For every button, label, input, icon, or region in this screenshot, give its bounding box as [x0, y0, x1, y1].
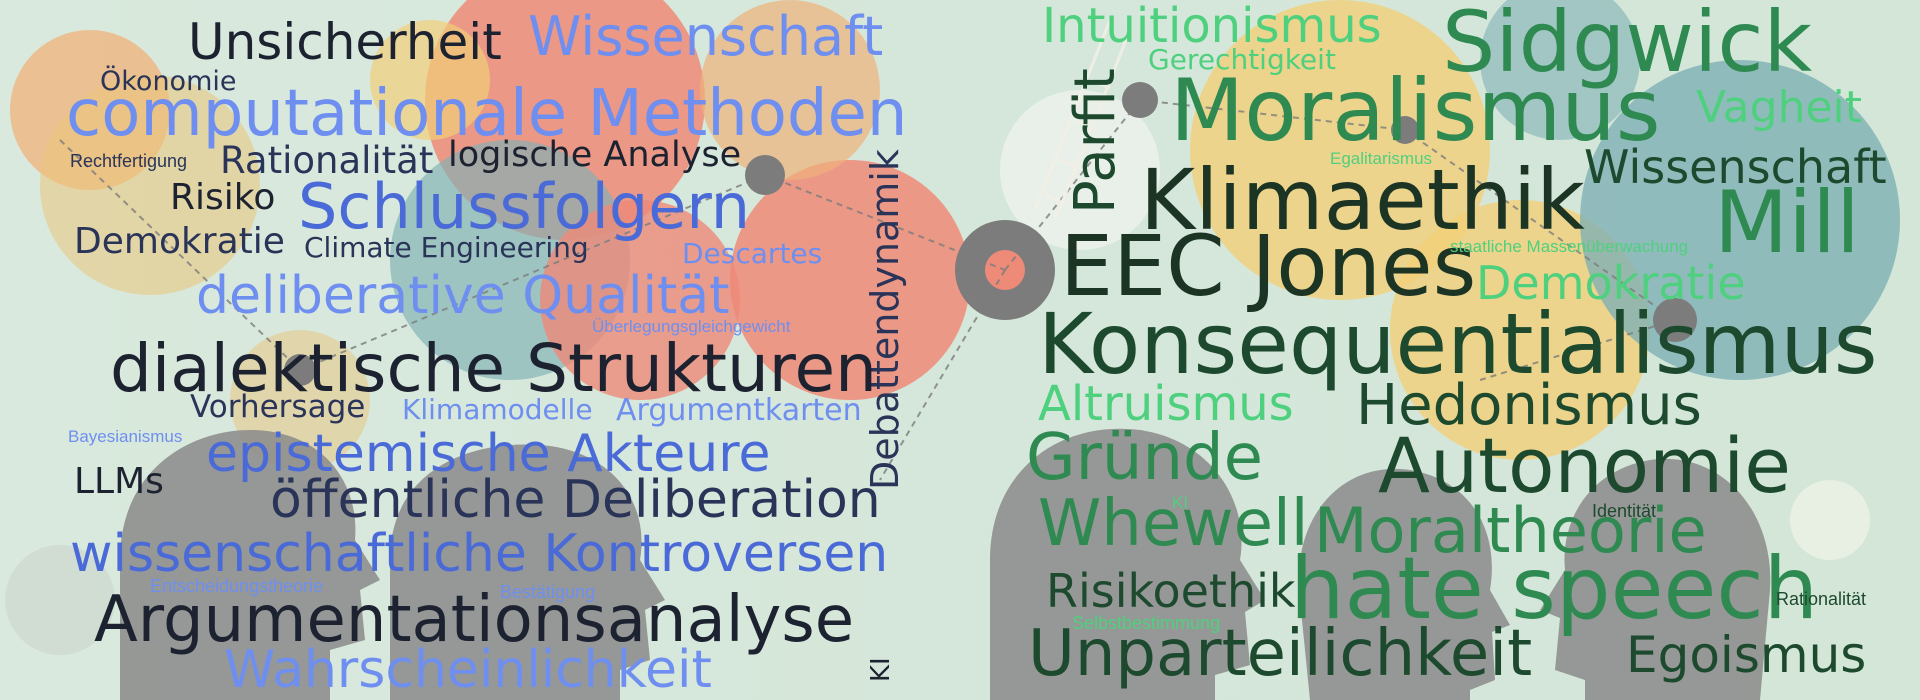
word-deliberative-qualitaet: deliberative Qualität [196, 266, 730, 326]
word-intuitionismus: Intuitionismus [1042, 0, 1382, 54]
gear-icon [540, 200, 740, 400]
head-silhouette-icon [1540, 458, 1771, 700]
word-ki-right: KI [1172, 493, 1189, 512]
word-ueberlegungsgleichgewicht: Überlegungsgleichgewicht [592, 317, 791, 336]
word-vagheit: Vagheit [1696, 82, 1863, 133]
word-sidgwick: Sidgwick [1442, 0, 1813, 91]
word-bestaetigung: Bestätigung [500, 582, 596, 602]
word-whewell: Whewell [1038, 487, 1309, 561]
gear-icon [40, 75, 260, 295]
word-parfit: Parfit [1063, 68, 1128, 214]
word-argumentationsanalyse: Argumentationsanalyse [94, 583, 855, 657]
head-silhouette-icon [390, 444, 665, 700]
gear-icon [1000, 90, 1160, 250]
gear-icon [1190, 0, 1490, 300]
word-staatliche-massenueberwachung: staatliche Massenüberwachung [1450, 237, 1689, 256]
word-wissenschaft-right: Wissenschaft [1584, 140, 1887, 194]
word-gruende: Gründe [1026, 421, 1264, 495]
head-silhouette-icon [990, 428, 1265, 700]
word-egoismus: Egoismus [1626, 626, 1867, 684]
word-hate-speech: hate speech [1290, 539, 1819, 639]
word-gerechtigkeit: Gerechtigkeit [1148, 43, 1336, 76]
word-mill: Mill [1714, 173, 1860, 273]
word-altruismus: Altruismus [1038, 376, 1294, 432]
word-oeffentliche-deliberation: öffentliche Deliberation [270, 470, 881, 530]
word-descartes: Descartes [682, 237, 823, 270]
word-demokratie-right: Demokratie [1476, 256, 1746, 310]
gear-icon [1480, 0, 1640, 140]
gear-icon [1790, 480, 1870, 560]
word-selbstbestimmung: Selbstbestimmung [1072, 613, 1221, 633]
gear-icon [730, 160, 970, 400]
word-logische-analyse: logische Analyse [448, 135, 742, 175]
word-rationalitaet: Rationalität [220, 139, 434, 182]
word-dialektische-strukturen: dialektische Strukturen [110, 330, 877, 407]
gear-icon [700, 0, 880, 180]
word-oekonomie: Ökonomie [100, 66, 237, 97]
word-rationalitaet-right: Rationalität [1776, 589, 1867, 609]
word-computationale-methoden: computationale Methoden [66, 77, 908, 151]
ladder-icon [1033, 19, 1132, 221]
word-llms: LLMs [74, 461, 164, 502]
word-demokratie-left: Demokratie [74, 221, 285, 262]
gear-icon [5, 545, 115, 655]
word-argumentkarten: Argumentkarten [616, 393, 862, 428]
word-vorhersage: Vorhersage [190, 389, 366, 425]
word-autonomie: Autonomie [1378, 421, 1792, 510]
word-moraltheorie: Moraltheorie [1314, 494, 1707, 567]
word-epistemische-akteure: epistemische Akteure [206, 424, 771, 484]
word-eec-jones: EEC Jones [1060, 217, 1477, 315]
word-unsicherheit: Unsicherheit [188, 13, 502, 71]
word-risiko: Risiko [170, 177, 276, 218]
head-silhouette-icon [1298, 468, 1510, 700]
word-klimamodelle: Klimamodelle [402, 393, 593, 426]
word-hedonismus: Hedonismus [1356, 373, 1702, 438]
word-debattendynamik: Debattendynamik [863, 149, 907, 490]
gear-icon [1580, 60, 1900, 380]
word-rechtfertigung: Rechtfertigung [70, 151, 188, 171]
word-entscheidungstheorie: Entscheidungstheorie [150, 576, 324, 596]
word-wissenschaft: Wissenschaft [528, 5, 884, 68]
word-konsequentialismus: Konsequentialismus [1038, 295, 1878, 393]
word-moralismus: Moralismus [1170, 61, 1661, 161]
word-bayesianismus: Bayesianismus [68, 427, 183, 446]
gear-icon [370, 20, 490, 140]
word-identitaet: Identität [1592, 501, 1657, 521]
head-silhouette-icon [120, 430, 380, 700]
word-risikoethik: Risikoethik [1046, 564, 1296, 618]
word-unparteilichkeit: Unparteilichkeit [1028, 617, 1533, 691]
word-egalitarismus: Egalitarismus [1330, 149, 1433, 168]
word-climate-engineering: Climate Engineering [304, 231, 589, 264]
word-ki-left: KI [866, 657, 896, 682]
gear-icon [1390, 200, 1650, 460]
word-wissenschaftliche-kontroversen: wissenschaftliche Kontroversen [70, 524, 889, 584]
word-schlussfolgern: Schlussfolgern [298, 170, 751, 243]
word-klimaethik: Klimaethik [1140, 151, 1585, 249]
word-wahrscheinlichkeit: Wahrscheinlichkeit [224, 640, 712, 700]
